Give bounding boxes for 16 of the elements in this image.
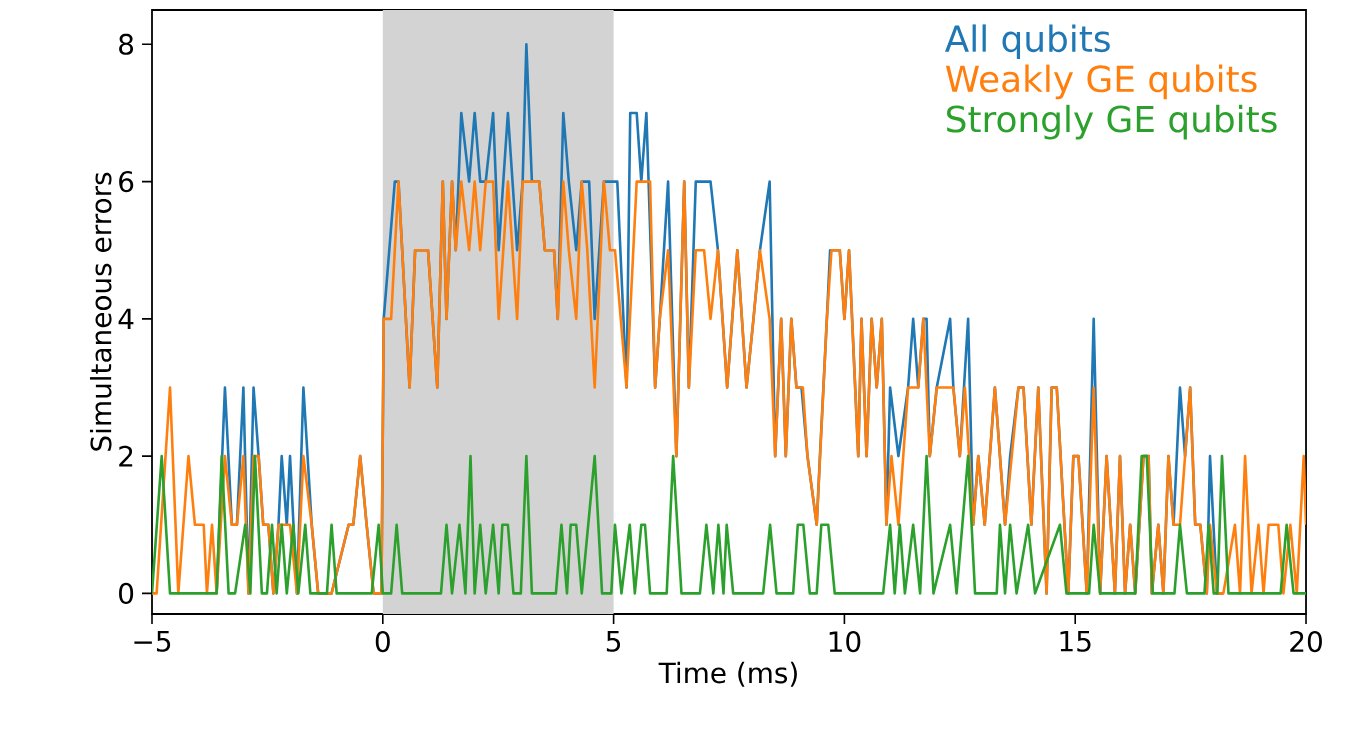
x-tick-label: 5 [606,631,621,652]
text: All qubits [944,24,1110,60]
x-tick-label: 0 [375,631,390,653]
x-tick-label: 20 [1290,631,1322,653]
x-axis-title: Time (ms) [658,661,797,687]
y-axis-title: Simultaneous errors [89,172,112,451]
text: Strongly GE qubits [947,104,1277,140]
x-tick-label: −5 [134,631,171,652]
text: Weakly GE qubits [945,64,1257,100]
x-tick-label: 10 [829,631,861,653]
x-tick-label: 15 [1060,631,1091,652]
y-tick-label: 8 [119,33,134,55]
y-tick-label: 6 [119,171,134,193]
y-tick-label: 0 [119,582,134,604]
y-tick-label: 2 [119,445,133,467]
y-tick-label: 4 [118,308,134,330]
